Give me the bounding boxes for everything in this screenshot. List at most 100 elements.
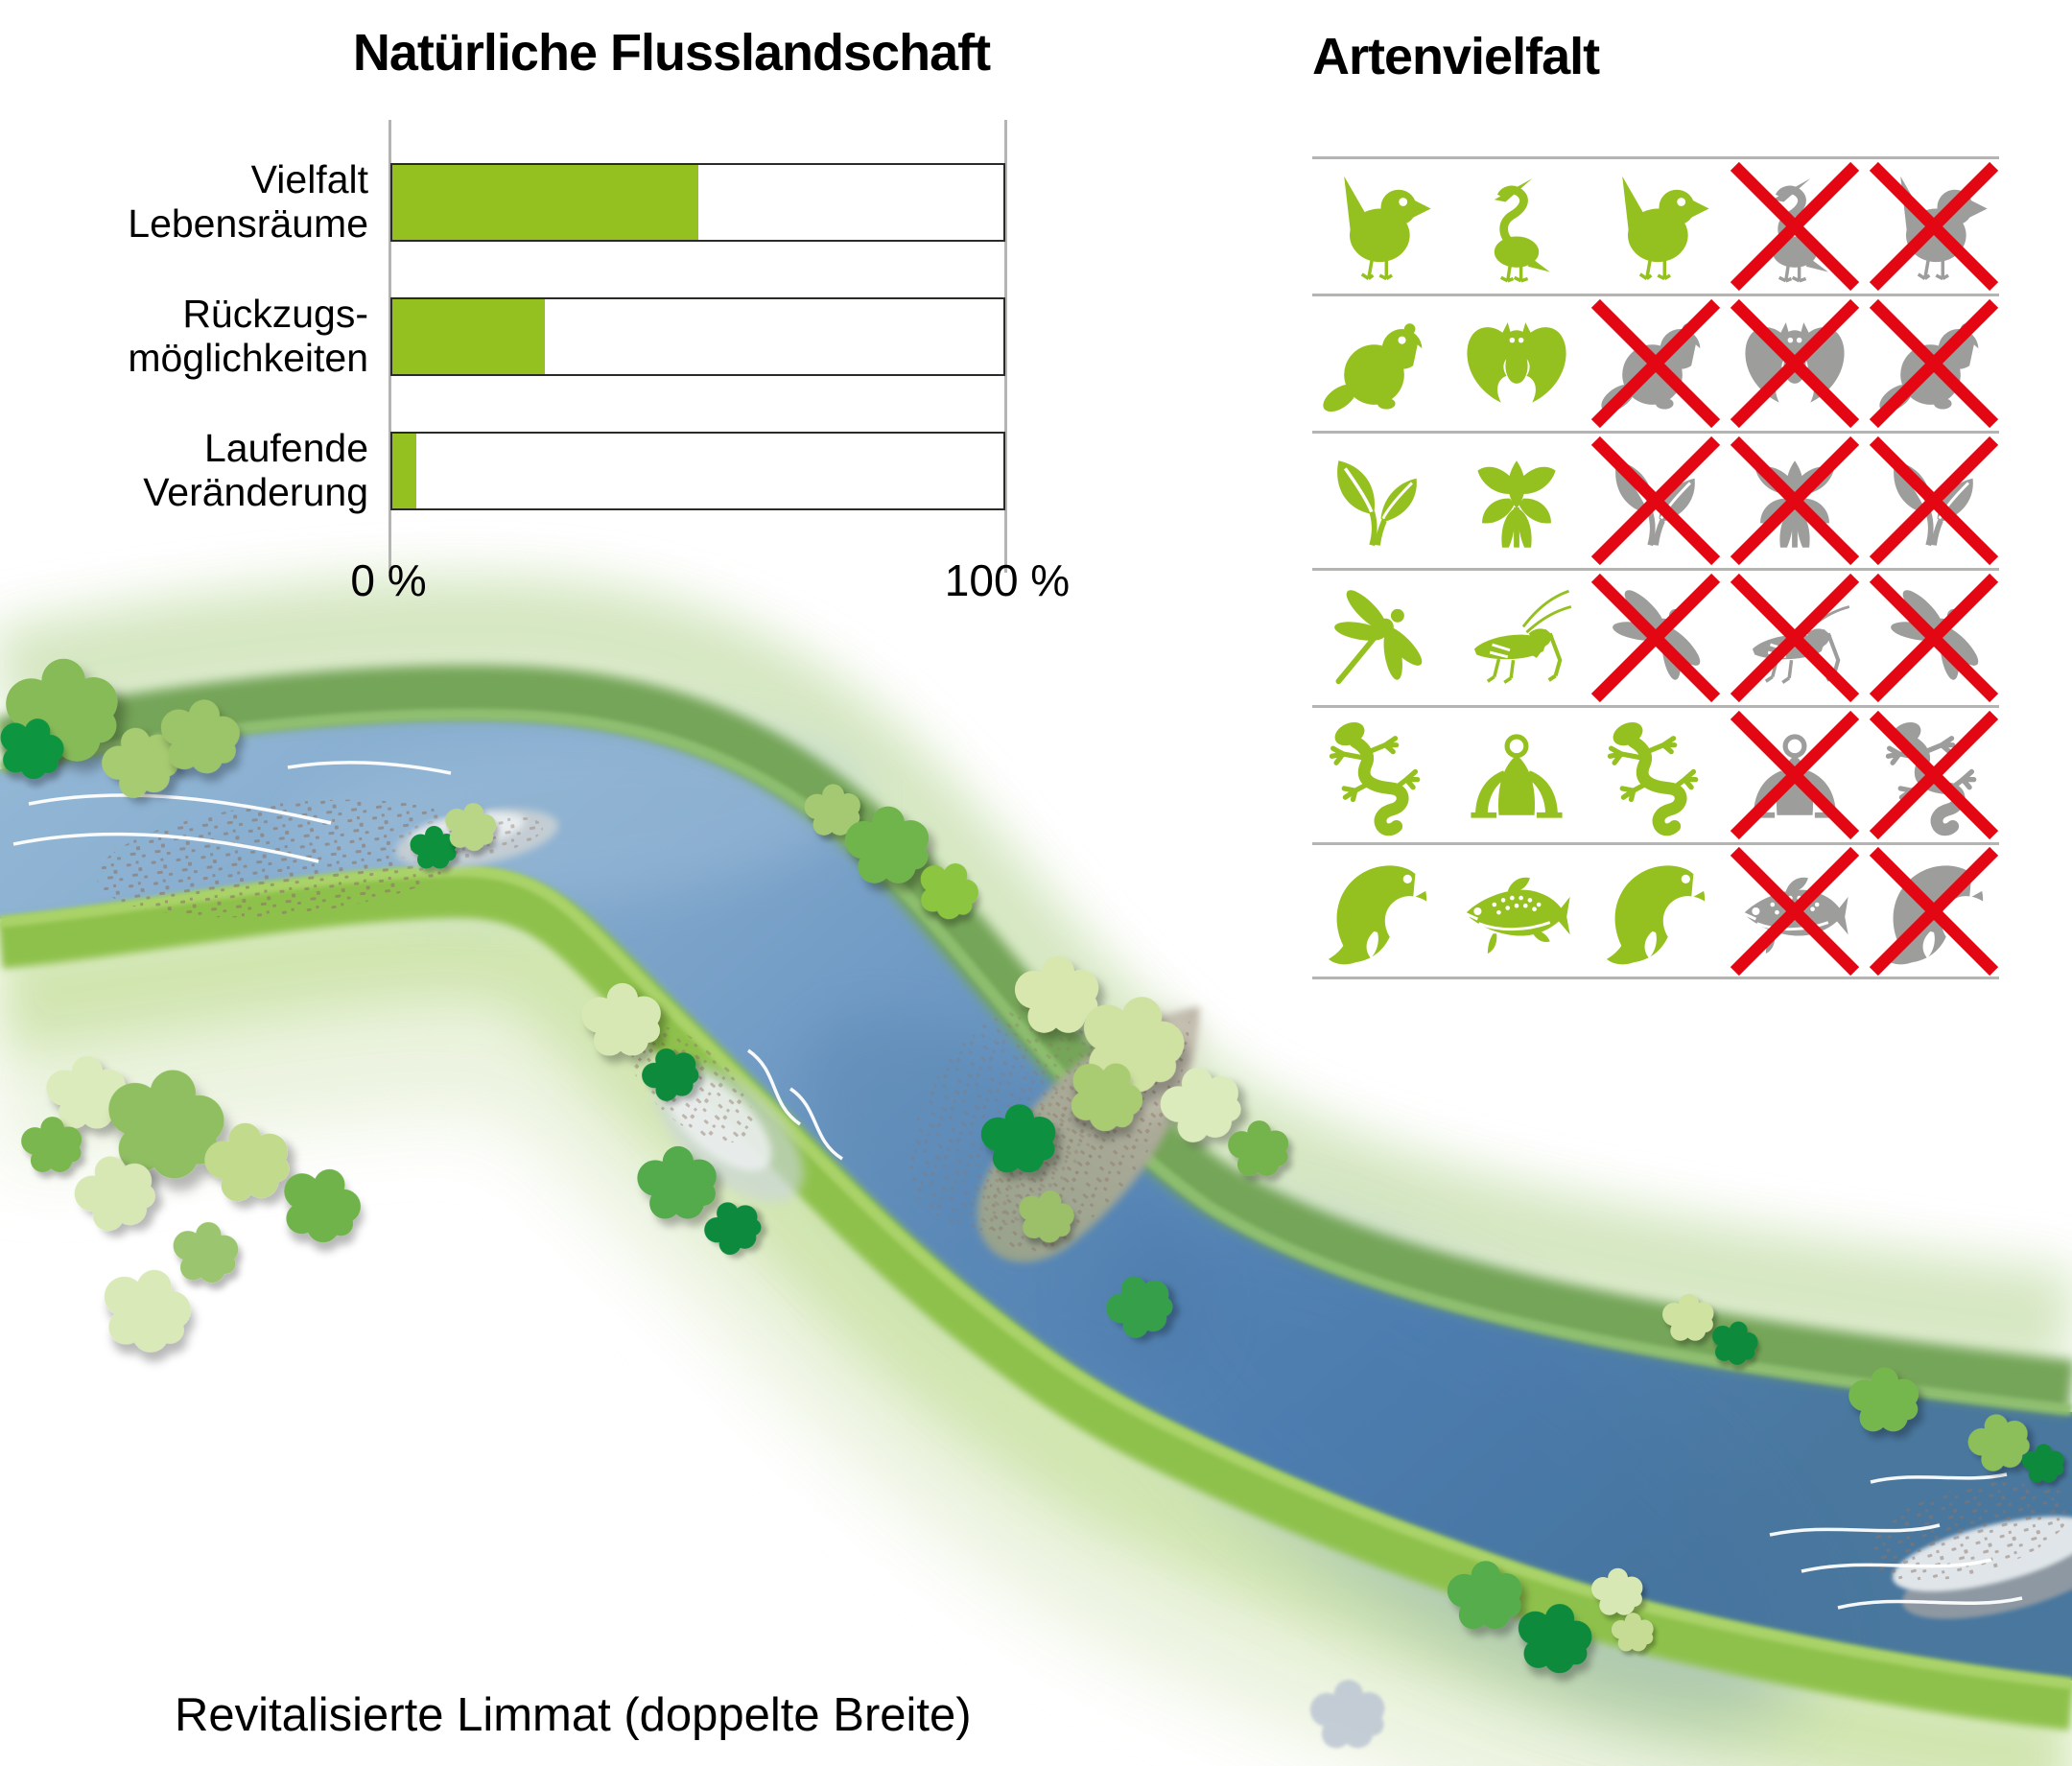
species-row-fish bbox=[1312, 842, 1999, 979]
cross-icon bbox=[1869, 846, 1999, 976]
bar-plot bbox=[388, 120, 1007, 573]
bar-category-label: Laufende Veränderung bbox=[143, 426, 368, 514]
chart-title: Natürliche Flusslandschaft bbox=[352, 24, 991, 82]
species-panel-title: Artenvielfalt bbox=[1312, 28, 1600, 85]
x-axis-min-label: 0 % bbox=[350, 555, 427, 605]
songbird-icon bbox=[1869, 161, 1999, 292]
cross-icon bbox=[1730, 710, 1860, 840]
x-axis-max-label: 100 % bbox=[944, 555, 1071, 605]
frog-icon bbox=[1461, 719, 1572, 831]
dragonfly-cell bbox=[1869, 573, 1999, 703]
lizard-cell bbox=[1869, 710, 1999, 840]
bar-labels: Vielfalt Lebensräume Rückzugs-möglichkeite… bbox=[15, 120, 368, 542]
songbird-cell bbox=[1600, 171, 1711, 282]
cross-icon bbox=[1730, 161, 1860, 292]
iris-cell bbox=[1461, 445, 1572, 556]
bar-category-label: Vielfalt Lebensräume bbox=[128, 157, 368, 246]
salmon-cell bbox=[1730, 846, 1860, 976]
lizard-cell bbox=[1322, 719, 1433, 831]
sprout-icon bbox=[1322, 445, 1433, 556]
wave-lines bbox=[12, 761, 2023, 1610]
bar-fill bbox=[392, 434, 417, 508]
songbird-cell bbox=[1322, 171, 1433, 282]
sprout-cell bbox=[1590, 436, 1721, 566]
species-row-amphibians bbox=[1312, 705, 1999, 842]
bar-fill bbox=[392, 299, 546, 374]
dragonfly-icon bbox=[1869, 573, 1999, 703]
cross-icon bbox=[1730, 846, 1860, 976]
jumpfish-cell bbox=[1322, 856, 1433, 967]
cross-icon bbox=[1590, 573, 1721, 703]
species-table bbox=[1312, 156, 1999, 979]
jumpfish-cell bbox=[1869, 846, 1999, 976]
sprout-icon bbox=[1869, 436, 1999, 566]
iris-icon bbox=[1461, 445, 1572, 556]
salmon-cell bbox=[1461, 856, 1572, 967]
lizard-icon bbox=[1869, 710, 1999, 840]
cross-icon bbox=[1869, 436, 1999, 566]
iris-icon bbox=[1730, 436, 1860, 566]
dragonfly-cell bbox=[1322, 582, 1433, 694]
lizard-icon bbox=[1600, 719, 1711, 831]
beaver-icon bbox=[1318, 323, 1433, 417]
bat-cell bbox=[1730, 298, 1860, 429]
jumpfish-icon bbox=[1606, 864, 1711, 964]
dragonfly-icon bbox=[1322, 582, 1433, 694]
beaver-cell bbox=[1869, 298, 1999, 429]
heron-cell bbox=[1730, 161, 1860, 292]
iris-cell bbox=[1730, 436, 1860, 566]
grasshopper-cell bbox=[1461, 582, 1572, 694]
species-row-insects bbox=[1312, 568, 1999, 705]
grasshopper-icon bbox=[1461, 582, 1572, 694]
bar-row bbox=[390, 297, 1005, 376]
heron-icon bbox=[1730, 161, 1860, 292]
cross-icon bbox=[1869, 710, 1999, 840]
jumpfish-cell bbox=[1600, 856, 1711, 967]
axis-100-line bbox=[1004, 120, 1007, 573]
species-row-birds bbox=[1312, 156, 1999, 294]
beaver-icon bbox=[1869, 298, 1999, 429]
sprout-cell bbox=[1869, 436, 1999, 566]
cross-icon bbox=[1730, 436, 1860, 566]
bar-fill bbox=[392, 165, 698, 240]
frog-cell bbox=[1461, 719, 1572, 831]
sprout-icon bbox=[1590, 436, 1721, 566]
songbird-cell bbox=[1869, 161, 1999, 292]
grasshopper-cell bbox=[1730, 573, 1860, 703]
bat-icon bbox=[1730, 298, 1860, 429]
bar-category-label: Rückzugs-möglichkeiten bbox=[128, 292, 368, 380]
grasshopper-icon bbox=[1730, 573, 1860, 703]
cross-icon bbox=[1869, 161, 1999, 292]
cross-icon bbox=[1730, 573, 1860, 703]
cross-icon bbox=[1730, 298, 1860, 429]
beaver-cell bbox=[1318, 308, 1433, 419]
salmon-icon bbox=[1730, 846, 1860, 976]
lizard-cell bbox=[1600, 719, 1711, 831]
dragonfly-icon bbox=[1590, 573, 1721, 703]
jumpfish-icon bbox=[1328, 864, 1433, 964]
heron-icon bbox=[1461, 171, 1572, 282]
caption: Revitalisierte Limmat (doppelte Breite) bbox=[175, 1689, 972, 1741]
jumpfish-icon bbox=[1869, 846, 1999, 976]
songbird-icon bbox=[1620, 175, 1711, 281]
cross-icon bbox=[1869, 298, 1999, 429]
bar-row bbox=[390, 432, 1005, 510]
y-axis-line bbox=[388, 120, 391, 573]
frog-cell bbox=[1730, 710, 1860, 840]
heron-cell bbox=[1461, 171, 1572, 282]
beaver-cell bbox=[1590, 298, 1721, 429]
cross-icon bbox=[1590, 298, 1721, 429]
salmon-icon bbox=[1464, 875, 1572, 955]
dragonfly-cell bbox=[1590, 573, 1721, 703]
cross-icon bbox=[1869, 573, 1999, 703]
lizard-icon bbox=[1322, 719, 1433, 831]
species-row-mammals bbox=[1312, 294, 1999, 431]
bar-row bbox=[390, 163, 1005, 242]
frog-icon bbox=[1730, 710, 1860, 840]
beaver-icon bbox=[1590, 298, 1721, 429]
sprout-cell bbox=[1322, 445, 1433, 556]
bat-cell bbox=[1461, 308, 1572, 419]
cross-icon bbox=[1590, 436, 1721, 566]
